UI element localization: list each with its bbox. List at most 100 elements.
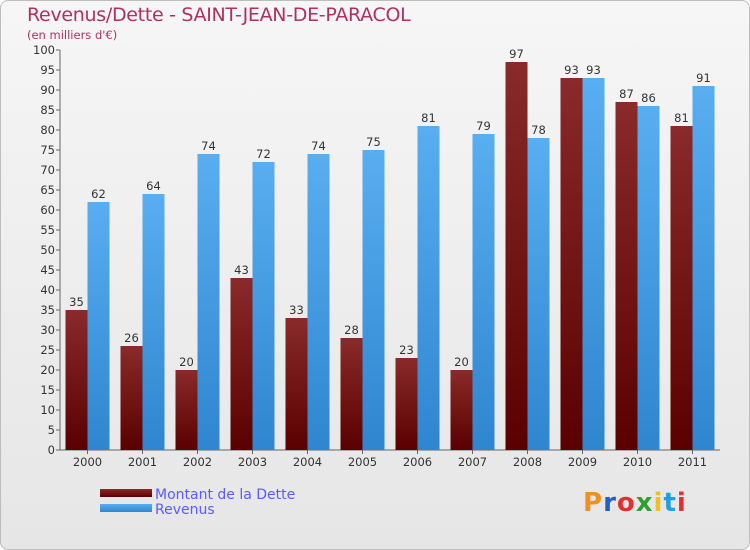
bar-debt — [615, 102, 638, 450]
x-tick-label: 2002 — [183, 455, 212, 469]
y-tick-label: 65 — [40, 183, 55, 197]
y-axis-ticks: 0 5 10 15 20 25 30 35 40 45 50 55 60 65 70 75 80 85 90 95 10… — [33, 43, 60, 457]
logo-letter: i — [653, 488, 664, 518]
x-tick-label: 2007 — [458, 455, 487, 469]
bar-debt — [285, 318, 308, 450]
bar-debt — [65, 310, 88, 450]
bar-debt — [505, 62, 528, 450]
legend-swatch-debt — [100, 489, 152, 497]
x-tick-label: 2011 — [678, 455, 707, 469]
x-tick-label: 2000 — [73, 455, 102, 469]
bars — [65, 62, 715, 450]
x-tick-label: 2001 — [128, 455, 157, 469]
data-label: 62 — [91, 187, 106, 201]
y-tick-label: 85 — [40, 103, 55, 117]
x-tick-label: 2005 — [348, 455, 377, 469]
logo-letter: r — [603, 488, 617, 518]
bar-revenue — [87, 202, 110, 450]
x-tick-label: 2010 — [623, 455, 652, 469]
y-tick-label: 45 — [40, 263, 55, 277]
bar-debt — [560, 78, 583, 450]
x-tick-label: 2006 — [403, 455, 432, 469]
y-tick-label: 60 — [40, 203, 55, 217]
legend-label-revenue: Revenus — [155, 502, 215, 518]
bar-revenue — [692, 86, 715, 450]
x-tick-label: 2004 — [293, 455, 322, 469]
data-label: 91 — [696, 71, 711, 85]
data-label: 72 — [256, 147, 271, 161]
data-label: 79 — [476, 119, 491, 133]
y-tick-label: 90 — [40, 83, 55, 97]
data-label: 64 — [146, 179, 161, 193]
legend-swatch-revenue — [100, 504, 152, 512]
bar-revenue — [362, 150, 385, 450]
bar-debt — [120, 346, 143, 450]
y-tick-label: 50 — [40, 243, 55, 257]
logo-letter: x — [635, 488, 654, 518]
data-label: 87 — [619, 87, 634, 101]
data-label: 86 — [641, 91, 656, 105]
data-label: 81 — [674, 111, 689, 125]
data-label: 78 — [531, 123, 546, 137]
bar-revenue — [252, 162, 275, 450]
y-tick-label: 10 — [40, 403, 55, 417]
data-label: 75 — [366, 135, 381, 149]
x-tick-label: 2003 — [238, 455, 267, 469]
y-tick-label: 30 — [40, 323, 55, 337]
data-label: 35 — [69, 295, 84, 309]
y-tick-label: 70 — [40, 163, 55, 177]
data-label: 93 — [564, 63, 579, 77]
data-labels: 35 62 26 64 20 74 43 72 33 74 28 75 23 81 20 79 97 78 93 93… — [69, 47, 711, 369]
chart-subtitle: (en milliers d'€) — [27, 28, 118, 42]
logo-letter: i — [676, 488, 687, 518]
bar-revenue — [417, 126, 440, 450]
y-tick-label: 40 — [40, 283, 55, 297]
legend: Montant de la Dette Revenus — [100, 487, 295, 518]
y-tick-label: 0 — [48, 443, 55, 457]
data-label: 20 — [179, 355, 194, 369]
bar-debt — [395, 358, 418, 450]
y-tick-label: 75 — [40, 143, 55, 157]
bar-revenue — [142, 194, 165, 450]
y-tick-label: 5 — [48, 423, 55, 437]
bar-revenue — [197, 154, 220, 450]
bar-revenue — [637, 106, 660, 450]
bar-revenue — [582, 78, 605, 450]
bar-debt — [340, 338, 363, 450]
data-label: 28 — [344, 323, 359, 337]
data-label: 74 — [311, 139, 326, 153]
y-tick-label: 80 — [40, 123, 55, 137]
y-tick-label: 20 — [40, 363, 55, 377]
x-tick-label: 2008 — [513, 455, 542, 469]
data-label: 26 — [124, 331, 139, 345]
y-tick-label: 100 — [33, 43, 55, 57]
data-label: 74 — [201, 139, 216, 153]
bar-debt — [670, 126, 693, 450]
logo-letter: P — [583, 488, 604, 518]
data-label: 43 — [234, 263, 249, 277]
bar-debt — [175, 370, 198, 450]
data-label: 81 — [421, 111, 436, 125]
logo-letter: t — [663, 488, 677, 518]
legend-label-debt: Montant de la Dette — [155, 487, 295, 503]
bar-debt — [450, 370, 473, 450]
data-label: 33 — [289, 303, 304, 317]
proxiti-logo: Proxiti — [583, 488, 687, 518]
y-tick-label: 55 — [40, 223, 55, 237]
x-tick-label: 2009 — [568, 455, 597, 469]
chart-title: Revenus/Dette - SAINT-JEAN-DE-PARACOL — [27, 4, 411, 26]
x-axis-ticks: 2000 2001 2002 2003 2004 2005 2006 2007 2008 2009… — [73, 450, 707, 469]
y-tick-label: 15 — [40, 383, 55, 397]
y-tick-label: 35 — [40, 303, 55, 317]
y-tick-label: 95 — [40, 63, 55, 77]
data-label: 97 — [509, 47, 524, 61]
bar-revenue — [307, 154, 330, 450]
y-tick-label: 25 — [40, 343, 55, 357]
bar-revenue — [527, 138, 550, 450]
data-label: 23 — [399, 343, 414, 357]
bar-debt — [230, 278, 253, 450]
logo-letter: o — [616, 488, 636, 518]
data-label: 93 — [586, 63, 601, 77]
data-label: 20 — [454, 355, 469, 369]
